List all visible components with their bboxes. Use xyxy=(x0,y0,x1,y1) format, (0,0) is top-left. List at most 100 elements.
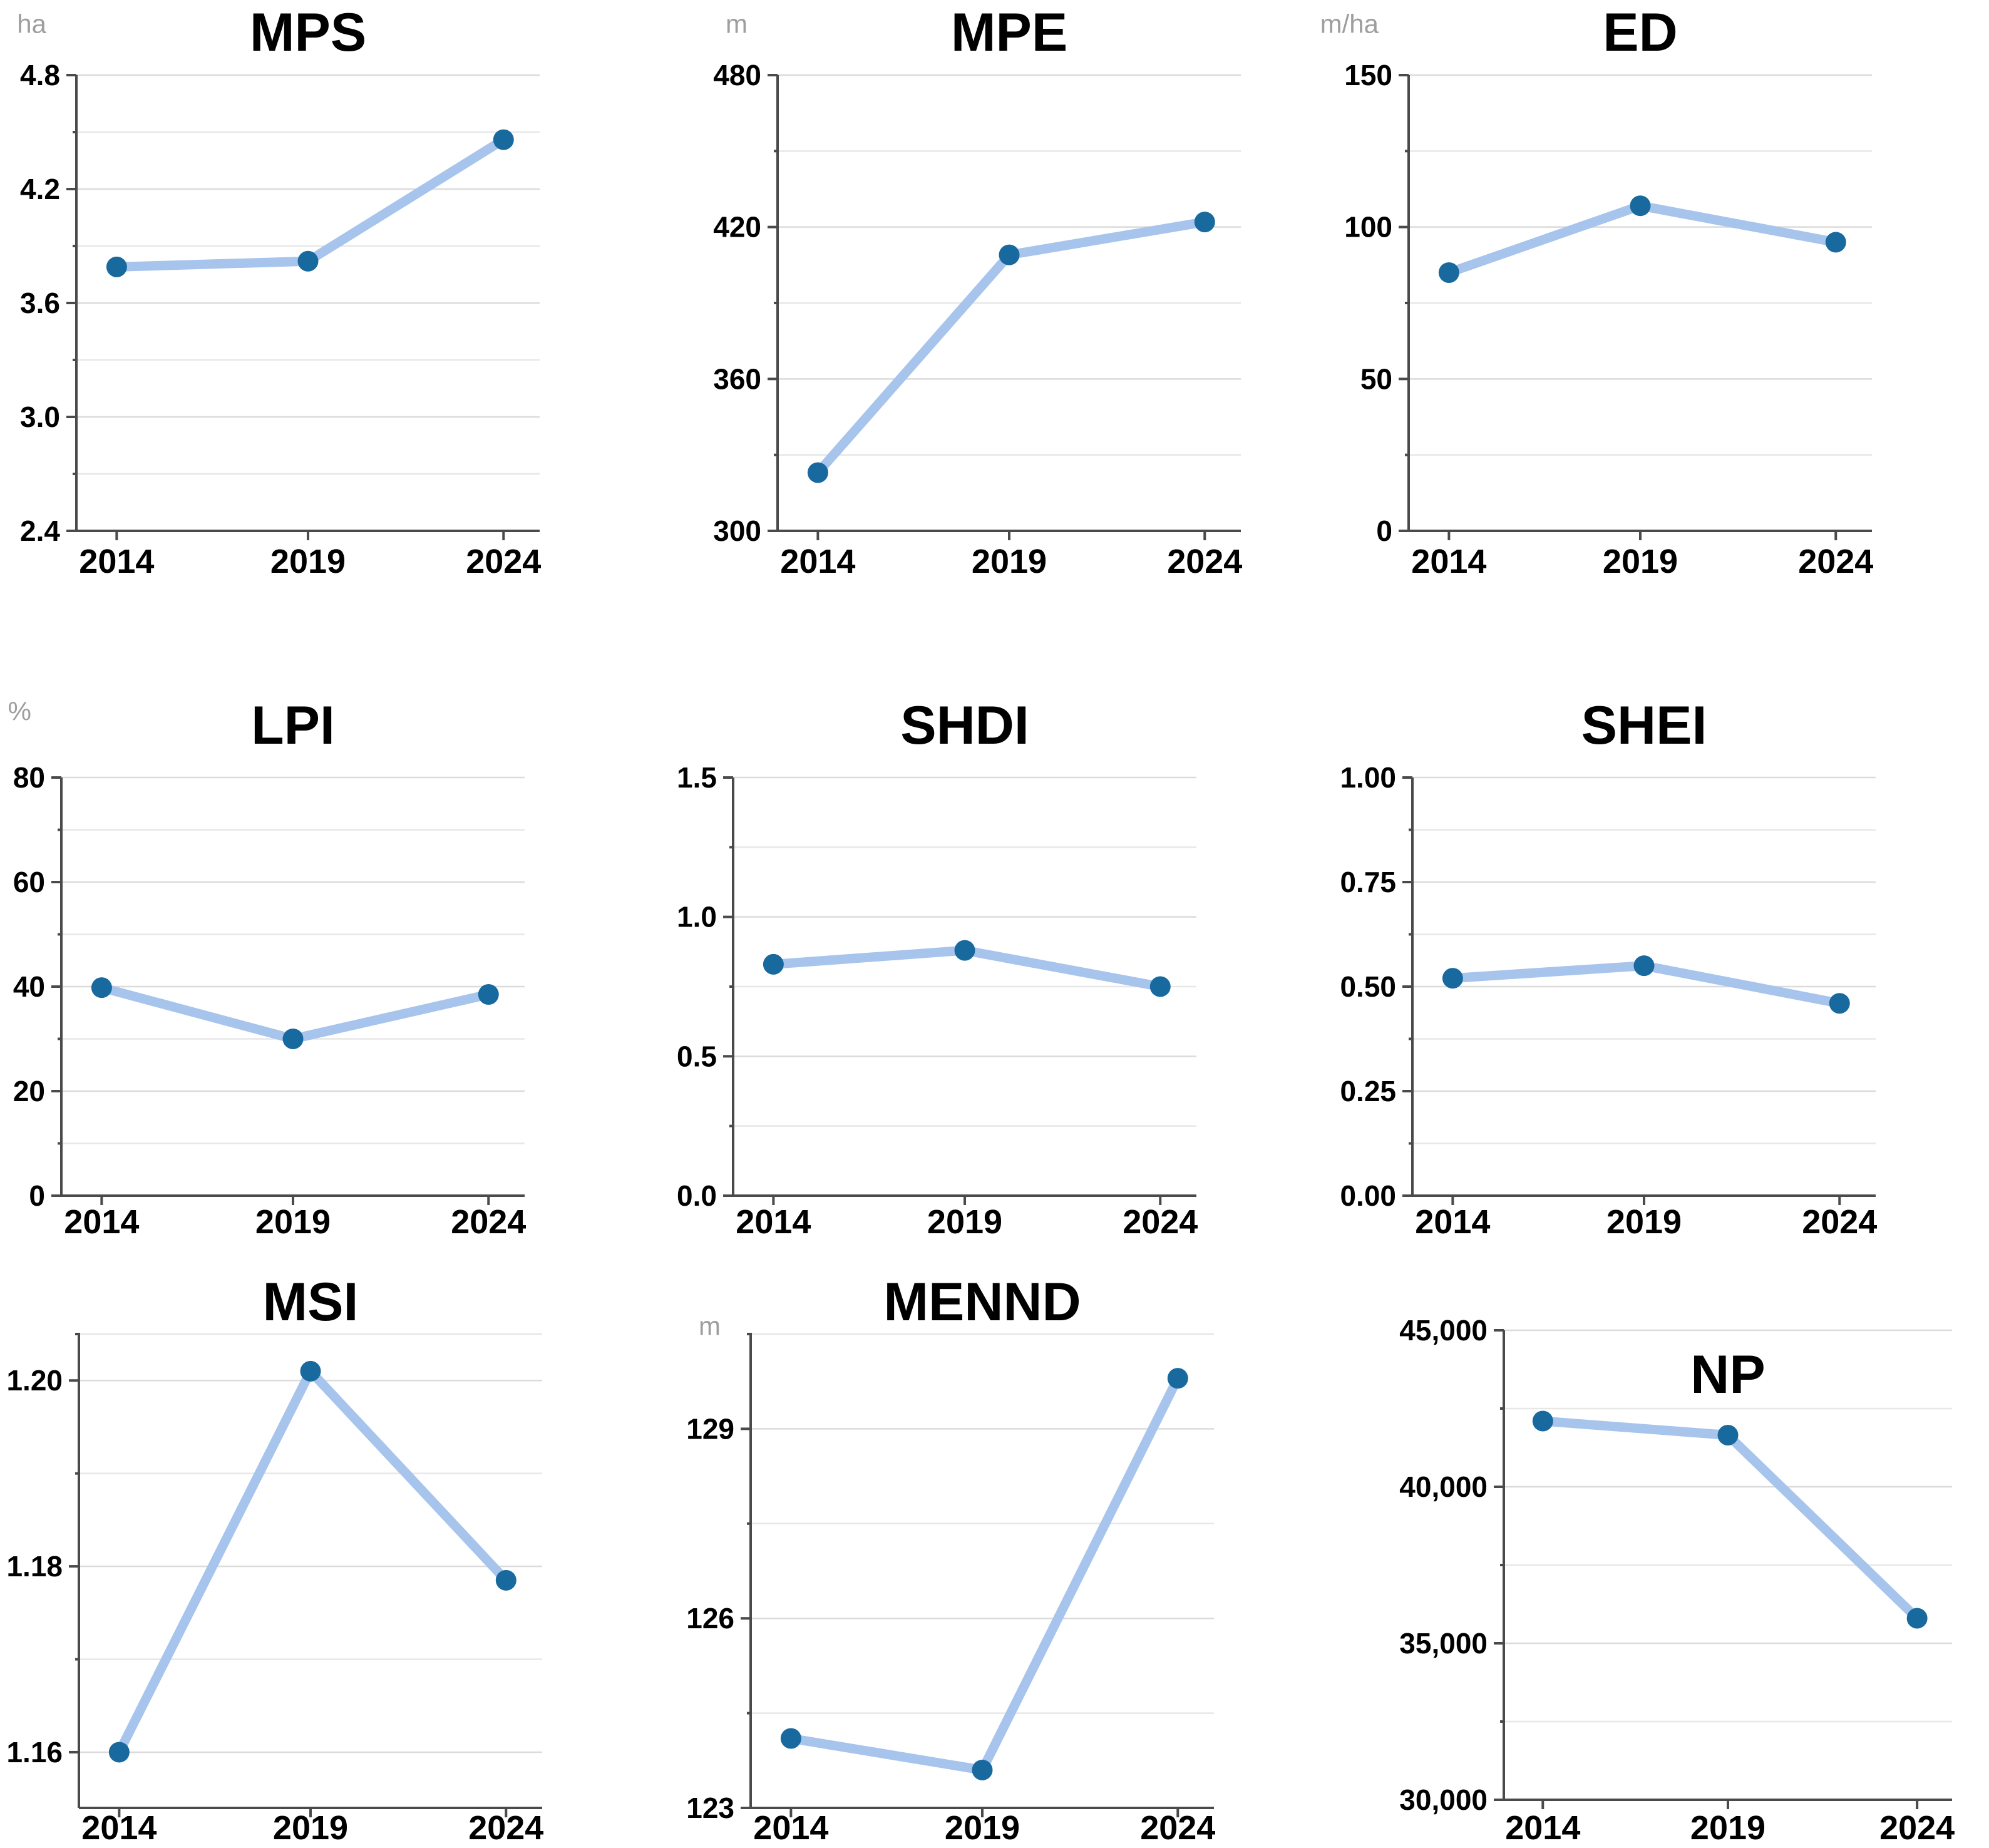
data-point xyxy=(999,244,1020,265)
x-tick-label: 2024 xyxy=(466,543,541,580)
data-line xyxy=(1538,1416,1922,1623)
chart-title: MENND xyxy=(883,1272,1081,1332)
y-tick-label: 100 xyxy=(1344,211,1392,244)
x-tick-label: 2019 xyxy=(1606,1203,1682,1241)
data-point xyxy=(495,1569,517,1591)
data-point xyxy=(1717,1425,1739,1445)
chart-cell-shdi: 1.5 1.0 0.5 0.0 2014 2019 2024 SHDI xyxy=(663,616,1326,1241)
y-tick-label: 40,000 xyxy=(1399,1471,1488,1503)
data-point xyxy=(493,129,514,150)
y-tick-label: 0.50 xyxy=(1340,970,1396,1003)
chart-title: ED xyxy=(1603,3,1677,63)
x-tick-label: 2019 xyxy=(1603,543,1678,580)
x-tick-label: 2024 xyxy=(1123,1203,1198,1241)
x-tick-label: 2024 xyxy=(1140,1809,1215,1847)
unit-label: % xyxy=(8,697,31,726)
data-point xyxy=(1167,1368,1188,1389)
x-tick-label: 2024 xyxy=(1798,543,1873,580)
data-point xyxy=(1438,262,1459,283)
y-tick-label: 3.6 xyxy=(20,287,60,319)
chart-title: SHDI xyxy=(900,696,1029,756)
y-tick-label: 3.0 xyxy=(20,401,60,433)
y-tick-label: 0.25 xyxy=(1340,1075,1396,1107)
chart-cell-mpe: 480 420 360 300 2014 2019 2024 m MPE xyxy=(663,0,1326,616)
chart-mpe: 480 420 360 300 2014 2019 2024 m MPE xyxy=(713,3,1242,580)
chart-cell-shei: 1.00 0.75 0.50 0.25 0.00 2014 2019 2024 SHEI xyxy=(1326,616,1989,1241)
chart-title: MPE xyxy=(951,3,1067,63)
x-tick-label: 2019 xyxy=(927,1203,1002,1241)
data-point xyxy=(282,1029,304,1049)
y-tick-label: 150 xyxy=(1344,59,1392,91)
data-point xyxy=(1149,976,1171,997)
data-point xyxy=(297,250,319,272)
data-point xyxy=(1906,1608,1928,1629)
x-tick-label: 2019 xyxy=(1690,1809,1765,1847)
x-tick-label: 2024 xyxy=(468,1809,543,1847)
chart-cell-ed: 150 100 50 0 2014 2019 2024 m/ha ED xyxy=(1320,0,1989,616)
y-tick-label: 1.5 xyxy=(677,761,717,794)
y-tick-label: 0.0 xyxy=(677,1179,717,1212)
chart-title: LPI xyxy=(251,696,335,756)
y-tick-label: 35,000 xyxy=(1399,1627,1488,1660)
y-tick-label: 45,000 xyxy=(1399,1314,1488,1347)
chart-cell-np: 45,000 40,000 35,000 30,000 2014 2019 2024 NP xyxy=(1326,1232,1989,1848)
chart-cell-mps: 4.8 4.2 3.6 3.0 2.4 2014 2019 2024 ha MPS xyxy=(0,0,663,616)
x-tick-label: 2014 xyxy=(81,1809,157,1847)
chart-ed: 150 100 50 0 2014 2019 2024 m/ha ED xyxy=(1320,3,1874,580)
y-tick-label: 20 xyxy=(13,1075,45,1107)
unit-label: m/ha xyxy=(1320,9,1379,39)
y-tick-label: 0.5 xyxy=(677,1040,717,1072)
chart-lpi: 80 60 40 20 0 2014 2019 2024% LPI xyxy=(8,696,527,1241)
y-tick-label: 0.75 xyxy=(1340,866,1396,898)
y-tick-label: 0 xyxy=(29,1179,45,1212)
x-tick-label: 2014 xyxy=(1505,1809,1580,1847)
y-tick-label: 80 xyxy=(13,761,45,794)
y-tick-label: 4.2 xyxy=(20,173,60,205)
y-tick-label: 4.8 xyxy=(20,59,60,91)
unit-label: m xyxy=(699,1312,721,1341)
data-point xyxy=(1194,212,1215,233)
chart-np: 45,000 40,000 35,000 30,000 2014 2019 2024 NP xyxy=(1399,1314,1955,1847)
data-point xyxy=(1442,968,1463,989)
y-tick-label: 0 xyxy=(1376,515,1392,547)
y-tick-label: 1.20 xyxy=(6,1364,63,1397)
chart-shei: 1.00 0.75 0.50 0.25 0.00 2014 2019 2024 SHEI xyxy=(1340,696,1877,1241)
data-point xyxy=(1633,955,1655,977)
y-tick-label: 129 xyxy=(686,1412,734,1445)
x-tick-label: 2014 xyxy=(79,543,154,580)
x-tick-label: 2014 xyxy=(753,1809,828,1847)
y-tick-label: 40 xyxy=(13,970,45,1003)
y-tick-label: 1.0 xyxy=(677,901,717,933)
data-point xyxy=(1829,993,1850,1014)
unit-label: m xyxy=(726,9,748,39)
y-tick-label: 480 xyxy=(713,59,761,91)
x-tick-label: 2019 xyxy=(972,543,1047,580)
data-point xyxy=(300,1360,321,1382)
x-tick-label: 2024 xyxy=(1802,1203,1877,1241)
y-tick-label: 0.00 xyxy=(1340,1179,1396,1212)
chart-mennd: 129 126 123 2014 2019 2024 m MENND xyxy=(686,1272,1215,1847)
x-tick-label: 2014 xyxy=(780,543,855,580)
y-tick-label: 126 xyxy=(686,1602,734,1635)
data-point xyxy=(1630,195,1651,217)
data-point xyxy=(763,953,784,975)
y-tick-label: 60 xyxy=(13,866,45,898)
y-tick-label: 1.16 xyxy=(6,1736,63,1768)
chart-mps: 4.8 4.2 3.6 3.0 2.4 2014 2019 2024 ha MPS xyxy=(17,3,541,580)
x-tick-label: 2014 xyxy=(1411,543,1486,580)
chart-cell-lpi: 80 60 40 20 0 2014 2019 2024% LPI xyxy=(0,616,663,1241)
x-tick-label: 2019 xyxy=(945,1809,1020,1847)
y-tick-label: 30,000 xyxy=(1399,1784,1488,1816)
x-tick-label: 2019 xyxy=(270,543,346,580)
x-tick-label: 2014 xyxy=(736,1203,811,1241)
y-tick-label: 360 xyxy=(713,362,761,395)
data-point xyxy=(108,1742,130,1763)
chart-title: NP xyxy=(1690,1345,1765,1405)
chart-msi: 1.20 1.18 1.16 2014 2019 2024 MSI xyxy=(6,1272,543,1847)
y-tick-label: 1.18 xyxy=(6,1550,63,1583)
x-tick-label: 2024 xyxy=(1879,1809,1955,1847)
unit-label: ha xyxy=(17,9,46,39)
data-point xyxy=(1532,1410,1553,1432)
data-point xyxy=(972,1759,993,1780)
